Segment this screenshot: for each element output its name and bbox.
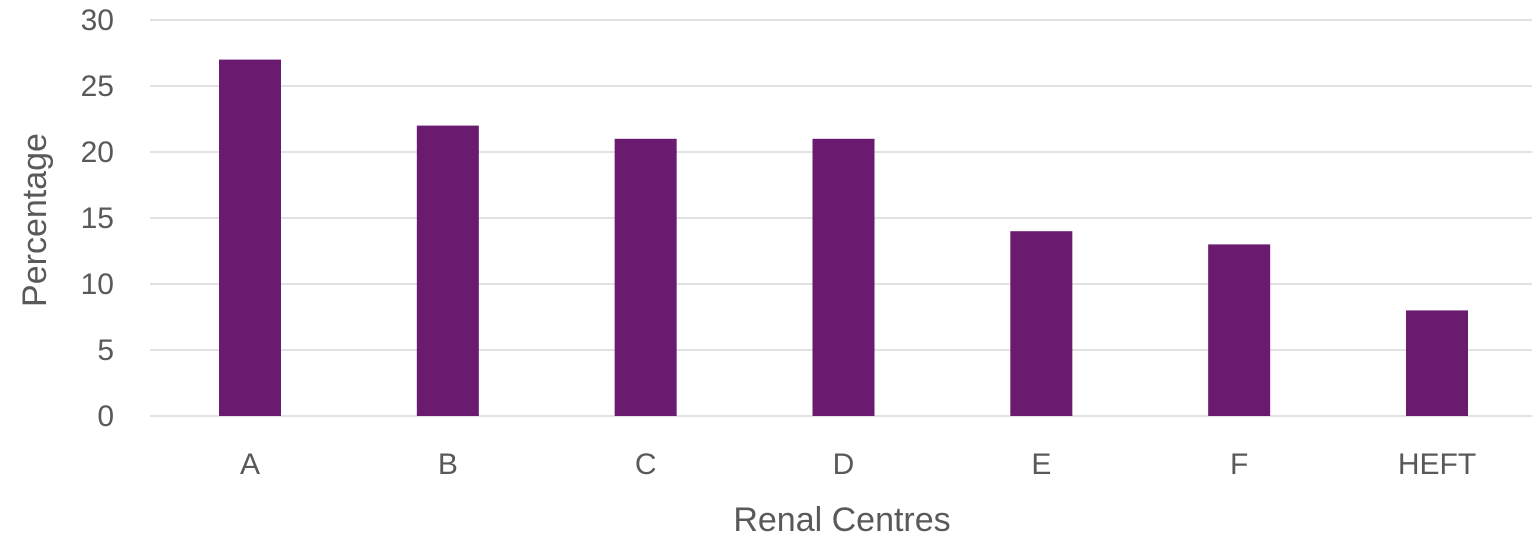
bar-e — [1010, 231, 1073, 416]
y-tick-label: 20 — [81, 136, 114, 169]
y-axis-title: Percentage — [16, 133, 54, 307]
bar-heft — [1406, 310, 1468, 416]
bar-a — [219, 59, 281, 416]
bars — [219, 59, 1468, 417]
y-axis-ticks: 0 5 10 15 20 25 30 — [81, 4, 114, 433]
x-axis-ticks: A B C D E F HEFT — [240, 448, 1476, 481]
y-tick-label: 25 — [81, 70, 114, 103]
bar-c — [614, 138, 677, 417]
bar-b — [416, 125, 479, 416]
x-tick-label: E — [1031, 448, 1051, 481]
bar-d — [812, 138, 875, 417]
x-tick-label: F — [1230, 448, 1248, 481]
x-axis-title: Renal Centres — [733, 501, 950, 537]
y-tick-label: 15 — [81, 202, 114, 235]
y-tick-label: 5 — [97, 334, 114, 367]
y-tick-label: 30 — [81, 4, 114, 37]
bar-f — [1208, 244, 1271, 416]
y-tick-label: 0 — [97, 400, 114, 433]
x-tick-label: D — [833, 448, 855, 481]
x-tick-label: C — [635, 448, 657, 481]
x-tick-label: HEFT — [1398, 448, 1476, 481]
x-tick-label: A — [240, 448, 260, 481]
x-tick-label: B — [438, 448, 458, 481]
y-tick-label: 10 — [81, 268, 114, 301]
